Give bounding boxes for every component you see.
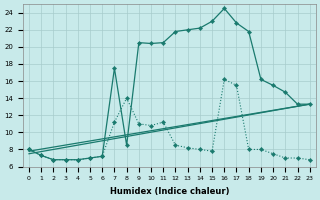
X-axis label: Humidex (Indice chaleur): Humidex (Indice chaleur) [110,187,229,196]
